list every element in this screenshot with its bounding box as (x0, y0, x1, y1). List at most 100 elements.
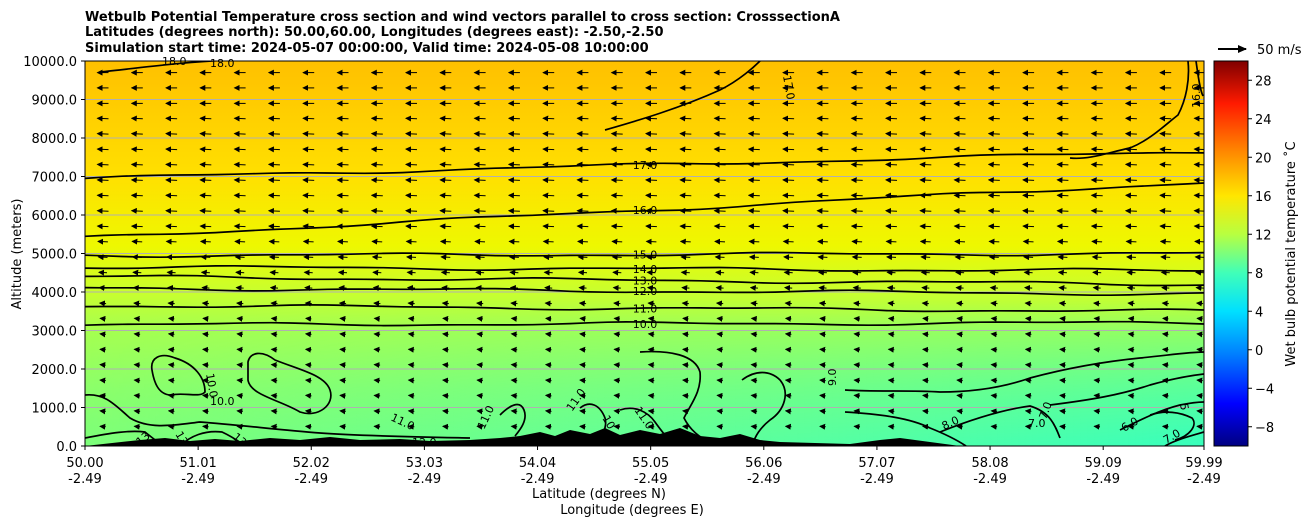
wind-vector (885, 130, 898, 137)
wind-vector (1196, 392, 1203, 399)
wind-vector (682, 408, 689, 415)
wind-vector (97, 254, 108, 261)
wind-vector (441, 284, 450, 291)
contour-label: 17.0 (780, 74, 797, 100)
wind-vector (130, 223, 143, 230)
wind-vector (956, 346, 963, 353)
wind-vector (268, 223, 280, 230)
wind-vector (646, 254, 657, 261)
wind-vector (133, 408, 141, 415)
y-tick-label: 3000.0 (32, 325, 78, 340)
wind-vector (819, 362, 826, 369)
y-tick-label: 7000.0 (32, 171, 78, 186)
wind-vector (405, 115, 418, 122)
wind-vector (302, 115, 315, 122)
wind-vector (167, 408, 175, 415)
wind-vector (199, 223, 212, 230)
wind-vector (267, 192, 280, 199)
wind-vector (165, 192, 178, 199)
wind-vector (1058, 300, 1067, 307)
wind-vector (544, 331, 552, 338)
wind-vector (682, 315, 689, 322)
wind-vector (131, 254, 142, 261)
wind-vector (1058, 284, 1067, 291)
wind-vector (679, 161, 692, 168)
wind-vector (96, 223, 109, 230)
wind-vector (577, 254, 588, 261)
wind-vector (440, 269, 450, 276)
wind-vector (302, 223, 315, 230)
wind-vector (474, 254, 485, 261)
terrain-silhouette (85, 428, 960, 446)
wind-vector (302, 177, 315, 184)
contour-line-7-right (1049, 373, 1204, 406)
x-tick-label-lat: 56.06 (745, 456, 782, 471)
wind-vector (817, 254, 828, 261)
wind-vector (1196, 346, 1203, 353)
wind-vector (816, 115, 829, 122)
wind-vector (819, 408, 826, 415)
wind-vector (370, 115, 383, 122)
wind-vector (817, 238, 828, 245)
wind-vector (1090, 177, 1103, 184)
wind-vector (922, 377, 929, 384)
wind-vector (507, 177, 520, 184)
wind-vector (680, 254, 691, 261)
wind-vector (645, 238, 657, 245)
wind-vector (373, 392, 381, 399)
wind-vector (576, 177, 589, 184)
wind-vector (165, 207, 178, 214)
wind-vector (1091, 238, 1103, 245)
wind-vector (233, 146, 246, 153)
wind-vector (922, 392, 929, 399)
wind-vector (99, 346, 106, 353)
wind-vector (989, 269, 999, 276)
wind-vector (167, 300, 175, 307)
wind-vector (236, 346, 243, 353)
wind-vector (1159, 207, 1172, 214)
wind-vector (370, 177, 383, 184)
wind-vector (99, 423, 106, 430)
wind-vector (1022, 223, 1035, 230)
wind-vector (1090, 146, 1103, 153)
contour-label: 7.0 (1037, 400, 1055, 421)
wind-vector (1161, 408, 1169, 415)
contour-line-6-right (1119, 401, 1204, 431)
wind-vector (714, 254, 725, 261)
wind-vector (853, 362, 861, 369)
wind-vector (749, 284, 758, 291)
wind-vector (989, 284, 998, 291)
wind-vector (167, 315, 175, 322)
wind-vector (371, 254, 382, 261)
wind-vector (613, 331, 621, 338)
wind-vector (851, 238, 863, 245)
wind-vector (336, 130, 349, 137)
wind-vector (270, 346, 278, 353)
wind-vector (784, 315, 792, 322)
contour-label: 5 (1177, 402, 1191, 411)
wind-vector (236, 392, 243, 399)
wind-vector (165, 146, 178, 153)
wind-vector (1159, 130, 1172, 137)
x-tick-label-lon: -2.49 (181, 472, 215, 487)
wind-vector (542, 177, 555, 184)
wind-vector (233, 207, 246, 214)
wind-vector (1127, 346, 1135, 353)
colorbar-tick-label: 8 (1255, 267, 1263, 282)
x-tick-label-lon: -2.49 (521, 472, 555, 487)
wind-vector (681, 300, 689, 307)
wind-vector (885, 238, 897, 245)
wind-vector (199, 146, 212, 153)
wind-vector (956, 315, 963, 322)
wind-vector (990, 392, 998, 399)
wind-vector (987, 115, 1000, 122)
wind-vector (919, 161, 932, 168)
wind-vector (919, 223, 932, 230)
wind-vector (130, 207, 143, 214)
wind-vector (987, 161, 1000, 168)
wind-vector (304, 331, 312, 338)
wind-vector (302, 192, 315, 199)
wind-vector (610, 207, 623, 214)
wind-vector (850, 223, 863, 230)
wind-vector (442, 377, 449, 384)
